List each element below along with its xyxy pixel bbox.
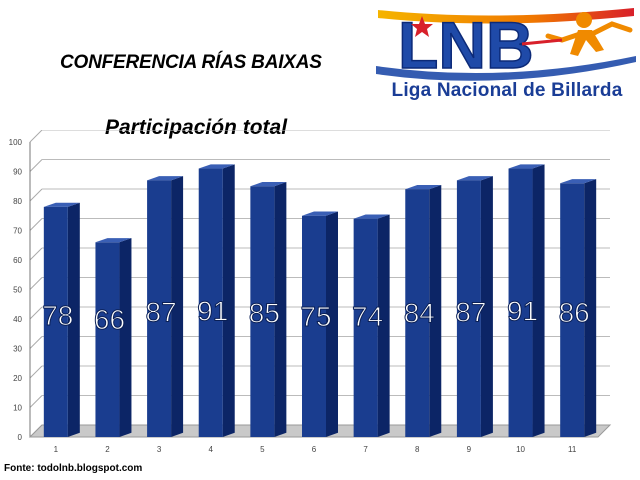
bar [302, 215, 326, 437]
y-tick-label: 20 [13, 374, 22, 383]
data-label: 87 [455, 297, 486, 328]
bar-side [326, 211, 338, 437]
x-tick-label: 11 [568, 445, 577, 454]
grid-line [29, 218, 43, 231]
data-label: 78 [42, 300, 73, 331]
bar-side [584, 179, 597, 437]
logo-wordmark: LNB [398, 8, 534, 82]
logo-tagline: Liga Nacional de Billarda [391, 80, 623, 101]
data-label: 85 [249, 297, 280, 328]
chart-title: CONFERENCIA RÍAS BAIXAS [60, 52, 322, 73]
y-tick-label: 0 [18, 433, 23, 442]
x-tick-label: 5 [260, 445, 265, 454]
data-label: 74 [352, 301, 383, 332]
bar-top [250, 182, 287, 187]
bar-top [43, 202, 80, 207]
x-tick-label: 3 [157, 445, 162, 454]
grid-line [29, 395, 43, 408]
bar [250, 186, 275, 437]
y-tick-label: 90 [13, 168, 22, 177]
lnb-logo: LNB Liga Nacional de Billarda [372, 0, 640, 112]
bar-top [456, 176, 493, 181]
x-tick-label: 8 [415, 445, 420, 454]
bar-side [222, 164, 235, 437]
bar-top [405, 185, 442, 190]
x-tick-label: 6 [312, 445, 317, 454]
bar-top [508, 164, 545, 169]
y-tick-label: 40 [13, 315, 22, 324]
bar [198, 168, 223, 438]
bar [508, 168, 533, 438]
x-tick-labels: 1 2 3 4 5 6 7 8 9 10 11 [54, 445, 577, 454]
bars: 78 66 87 91 85 75 74 84 87 91 86 [42, 164, 597, 438]
grid-line [29, 159, 43, 172]
bar [353, 218, 378, 437]
bar-side [119, 238, 132, 437]
y-tick-label: 10 [13, 404, 22, 413]
y-tick-label: 60 [13, 256, 22, 265]
source-note: Fonte: todolnb.blogspot.com [4, 463, 143, 474]
x-tick-label: 7 [363, 445, 368, 454]
bar-top [95, 238, 132, 243]
x-tick-label: 10 [516, 445, 525, 454]
grid-line [29, 130, 43, 143]
bar-side [171, 176, 184, 437]
data-label: 75 [300, 301, 331, 332]
bar-side [429, 185, 442, 437]
data-label: 84 [404, 298, 435, 329]
grid-line [29, 277, 43, 290]
y-tick-label: 30 [13, 345, 22, 354]
bar [405, 189, 430, 437]
bar-top [198, 164, 235, 169]
grid-line [29, 336, 43, 349]
data-label: 91 [507, 295, 538, 326]
logo-graphic: LNB [376, 7, 636, 83]
bar-side [67, 202, 80, 437]
bar-side [480, 176, 493, 437]
bar-top [147, 176, 184, 181]
x-tick-label: 1 [54, 445, 59, 454]
bar-side [274, 182, 287, 437]
y-tick-label: 70 [13, 227, 22, 236]
chart-subtitle: Participación total [105, 116, 288, 139]
bar-side [532, 164, 545, 437]
bar-top [353, 214, 390, 219]
y-tick-label: 50 [13, 286, 22, 295]
data-label: 87 [146, 297, 177, 328]
grid-line [29, 365, 43, 379]
bar [95, 242, 120, 437]
x-tick-label: 4 [209, 445, 214, 454]
y-tick-label: 80 [13, 197, 22, 206]
x-tick-label: 9 [467, 445, 472, 454]
bar-side [377, 214, 390, 437]
bar [456, 180, 481, 437]
x-tick-label: 2 [105, 445, 110, 454]
bar [560, 183, 585, 437]
data-label: 91 [197, 295, 228, 326]
y-tick-label: 100 [9, 138, 23, 147]
grid-line [29, 306, 43, 320]
grid-line [29, 247, 43, 261]
bar-top [560, 179, 597, 184]
bar [43, 206, 68, 437]
grid-line [29, 188, 43, 202]
data-label: 66 [94, 304, 125, 335]
bar [147, 180, 172, 437]
y-tick-labels: 0 10 20 30 40 50 60 70 80 90 100 [9, 138, 23, 442]
bar-top [302, 211, 338, 216]
data-label: 86 [559, 297, 590, 328]
